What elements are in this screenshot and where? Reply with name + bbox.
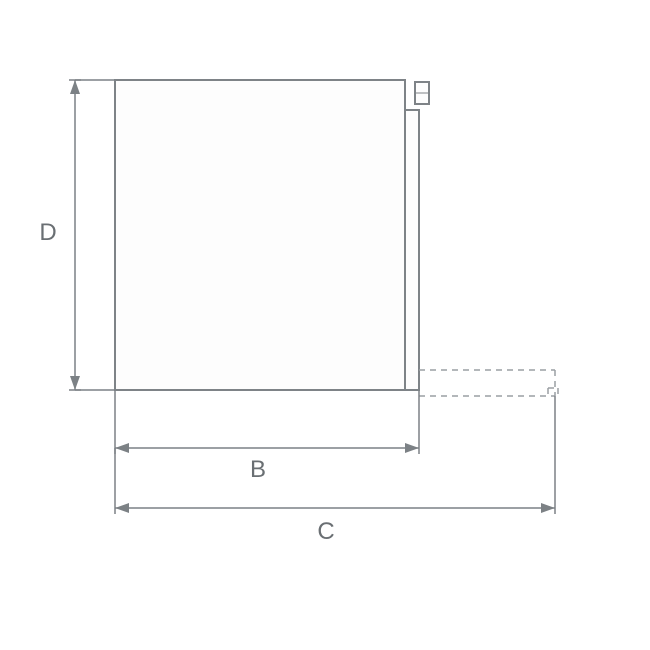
- technical-drawing: D B C: [0, 0, 650, 650]
- dimension-label-b: B: [250, 458, 266, 482]
- dimension-label-d: D: [39, 221, 56, 245]
- diagram-svg: [0, 0, 650, 650]
- housing-body: [115, 80, 405, 390]
- dimension-label-c: C: [317, 520, 334, 544]
- side-panel: [405, 110, 419, 390]
